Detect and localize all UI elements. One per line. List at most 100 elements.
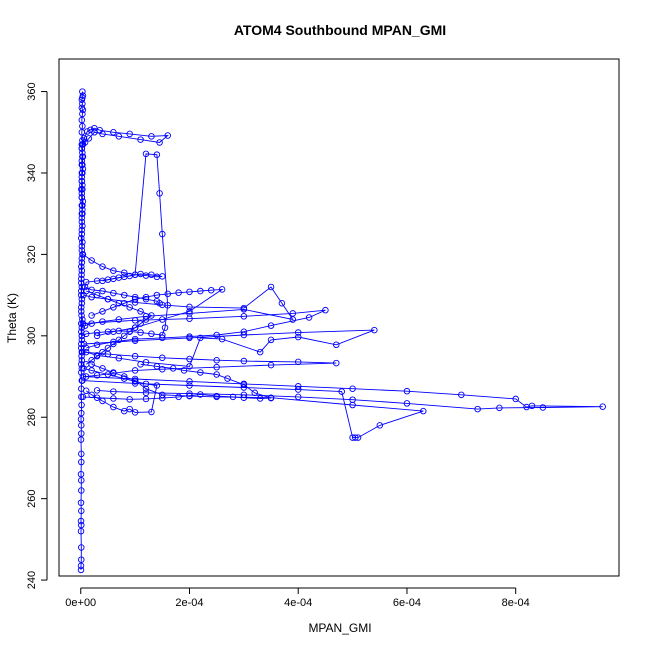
series-8-line — [82, 376, 603, 410]
series-13-point-9 — [186, 288, 193, 296]
series-3-point-1 — [88, 257, 95, 264]
series-14-point-16 — [104, 295, 112, 303]
series-10-point-8 — [131, 409, 139, 416]
series-12-point-2 — [110, 395, 117, 402]
series-13-point-16 — [110, 328, 117, 335]
series-12-point-4 — [142, 395, 150, 403]
series-11-point-18 — [99, 277, 106, 285]
series-14-point-11 — [142, 316, 150, 323]
series-5-point-6 — [305, 314, 313, 321]
series-6-point-5 — [371, 326, 378, 334]
series-3-point-0 — [79, 251, 87, 258]
series-0-point-13 — [78, 450, 85, 458]
series-14-point-3 — [99, 348, 106, 356]
series-8-point-5 — [349, 385, 356, 392]
series-8-point-20 — [142, 389, 150, 397]
series-8-point-7 — [458, 391, 465, 399]
series-10-point-7 — [148, 408, 155, 416]
series-9-point-4 — [294, 386, 302, 393]
series-12-point-1 — [93, 394, 101, 401]
series-14-point-6 — [115, 336, 123, 344]
series-6-point-3 — [240, 331, 248, 339]
series-11-point-14 — [142, 150, 150, 158]
series-11-point-8 — [159, 331, 166, 339]
series-14-point-4 — [104, 344, 112, 352]
series-12-point-21 — [153, 363, 161, 370]
series-7-point-2 — [131, 352, 139, 360]
series-0-point-68 — [78, 275, 85, 283]
series-9-point-19 — [110, 369, 117, 376]
series-9-point-0 — [79, 377, 86, 384]
series-2-point-12 — [78, 145, 86, 152]
series-10-point-4 — [131, 378, 139, 385]
series-10-point-6 — [153, 382, 161, 389]
series-0-point-7 — [78, 507, 85, 515]
series-1-point-14 — [91, 129, 98, 136]
series-0-point-78 — [78, 356, 86, 364]
series-7-point-1 — [104, 350, 112, 358]
series-3-point-16 — [81, 283, 89, 291]
series-0-point-35 — [78, 271, 85, 279]
series-10-point-14 — [82, 387, 90, 395]
series-14-point-17 — [93, 291, 101, 299]
series-2-point-6 — [79, 106, 87, 114]
series-10-line — [83, 367, 158, 413]
series-14-point-18 — [82, 287, 90, 295]
series-7-point-6 — [240, 357, 248, 365]
series-9-line — [82, 363, 424, 439]
series-8-point-12 — [539, 404, 547, 411]
series-13-line — [91, 288, 224, 337]
x-tick-label-3: 6e-04 — [393, 597, 421, 609]
series-13-point-7 — [164, 290, 171, 298]
series-0-point-63 — [78, 234, 85, 242]
series-6-point-4 — [294, 329, 302, 336]
series-12-point-15 — [240, 381, 248, 388]
series-0-point-48 — [79, 165, 87, 173]
series-12-line — [82, 363, 272, 400]
series-11-point-11 — [159, 230, 166, 238]
series-12-point-14 — [251, 389, 258, 397]
series-11-point-16 — [120, 273, 128, 281]
series-9-point-1 — [131, 380, 139, 387]
y-tick-label-4: 320 — [26, 245, 38, 263]
series-5-point-2 — [186, 315, 193, 322]
series-6-point-14 — [115, 354, 123, 362]
series-4-point-1 — [88, 293, 95, 301]
series-14-point-12 — [148, 312, 155, 319]
plot-frame — [58, 58, 620, 577]
series-0-point-37 — [78, 255, 86, 262]
series-14-point-2 — [93, 352, 101, 360]
series-1-point-13 — [99, 130, 106, 138]
series-1-point-6 — [110, 129, 117, 136]
series-14-point-8 — [126, 328, 133, 335]
series-0-point-40 — [78, 230, 86, 238]
series-1-point-4 — [91, 124, 98, 132]
series-0-point-19 — [78, 401, 85, 409]
series-12-point-11 — [240, 394, 248, 401]
series-5-point-0 — [79, 320, 87, 327]
series-3-point-18 — [99, 287, 106, 295]
series-2-point-3 — [78, 96, 86, 103]
series-4-point-13 — [115, 316, 123, 323]
series-14-point-10 — [137, 320, 144, 327]
series-14-point-1 — [88, 356, 95, 364]
series-1-point-1 — [80, 135, 88, 142]
series-11-point-10 — [164, 302, 171, 309]
x-axis: 0e+00 2e-04 4e-04 6e-04 8e-04 — [65, 587, 530, 609]
series-14 — [82, 287, 155, 368]
series-6-point-9 — [256, 348, 264, 356]
series-11-point-7 — [148, 330, 155, 338]
series-9-point-20 — [99, 365, 106, 372]
series-0-point-73 — [79, 316, 86, 323]
series-11-point-6 — [137, 329, 144, 336]
series-10-point-10 — [120, 407, 128, 415]
series-5-point-7 — [267, 322, 275, 329]
series-2-point-0 — [79, 88, 86, 95]
series-6-point-8 — [267, 336, 275, 344]
series-11-point-12 — [156, 190, 163, 197]
series-8 — [79, 373, 606, 413]
series-14-point-9 — [131, 324, 139, 331]
series-12-point-17 — [213, 371, 220, 378]
series-1-point-17 — [79, 141, 87, 148]
